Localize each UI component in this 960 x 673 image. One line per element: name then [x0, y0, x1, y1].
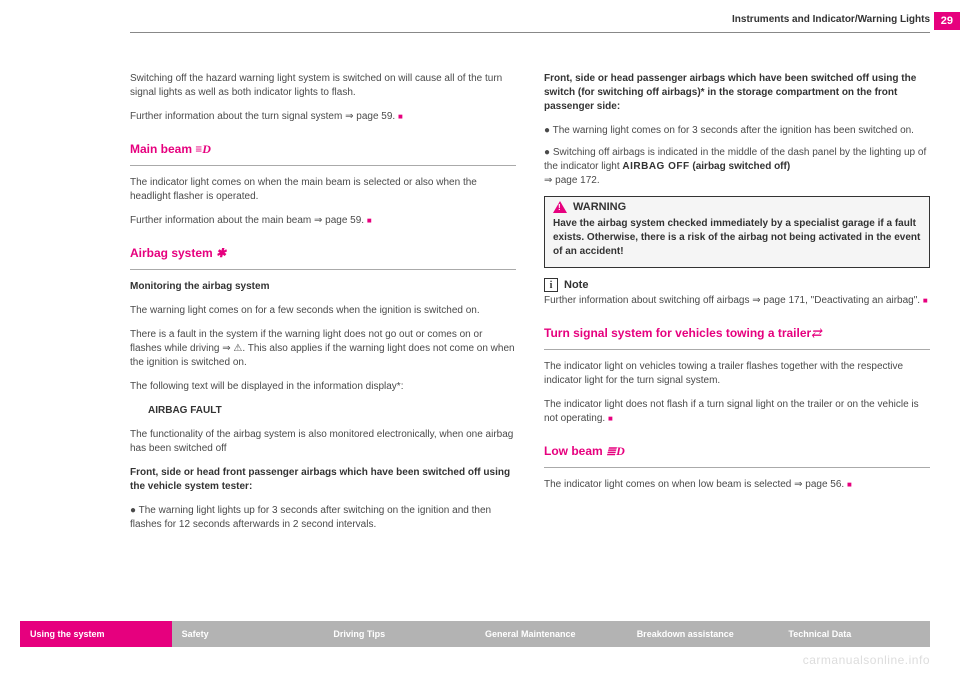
intro-para-2: Further information about the turn signa… — [130, 110, 516, 124]
airbag-p4: The functionality of the airbag system i… — [130, 428, 516, 456]
airbag-title: Airbag system ✱ — [130, 246, 516, 261]
nav-general-maintenance[interactable]: General Maintenance — [475, 621, 627, 647]
main-beam-icon: ≡D — [195, 142, 211, 156]
nav-breakdown-assistance[interactable]: Breakdown assistance — [627, 621, 779, 647]
main-beam-p1: The indicator light comes on when the ma… — [130, 176, 516, 204]
left-column: Switching off the hazard warning light s… — [130, 72, 516, 540]
section-rule — [544, 349, 930, 350]
right-bullet-1: The warning light comes on for 3 seconds… — [544, 124, 930, 138]
header-rule — [130, 32, 930, 33]
end-marker-icon: ■ — [847, 480, 852, 489]
trailer-title-text: Turn signal system for vehicles towing a… — [544, 326, 811, 340]
warning-header: WARNING — [545, 197, 929, 217]
section-rule — [130, 165, 516, 166]
right-bullet-2-c: ⇒ page 172. — [544, 175, 600, 186]
header-title: Instruments and Indicator/Warning Lights — [732, 14, 930, 25]
nav-technical-data[interactable]: Technical Data — [778, 621, 930, 647]
airbag-fault-text: AIRBAG FAULT — [130, 404, 516, 418]
airbag-p1: The warning light comes on for a few sec… — [130, 304, 516, 318]
lowbeam-title-text: Low beam — [544, 444, 606, 458]
content-columns: Switching off the hazard warning light s… — [130, 72, 930, 540]
end-marker-icon: ■ — [923, 296, 928, 305]
main-beam-p2-text: Further information about the main beam … — [130, 215, 367, 226]
info-icon: i — [544, 278, 558, 292]
warning-box: WARNING Have the airbag system checked i… — [544, 196, 930, 268]
nav-safety[interactable]: Safety — [172, 621, 324, 647]
end-marker-icon: ■ — [398, 112, 403, 121]
warning-triangle-icon — [553, 201, 567, 213]
note-body: Further information about switching off … — [544, 294, 930, 308]
airbag-sub1: Monitoring the airbag system — [130, 280, 516, 294]
trailer-icon: ⇄ — [811, 326, 821, 340]
page-number-tab: 29 — [934, 12, 960, 30]
warning-label: WARNING — [573, 201, 626, 213]
bottom-nav: Using the system Safety Driving Tips Gen… — [20, 621, 930, 647]
airbag-p3: The following text will be displayed in … — [130, 380, 516, 394]
lowbeam-p1-text: The indicator light comes on when low be… — [544, 479, 847, 490]
intro-para-1: Switching off the hazard warning light s… — [130, 72, 516, 100]
lowbeam-title: Low beam ≣D — [544, 444, 930, 459]
warning-body: Have the airbag system checked immediate… — [545, 217, 929, 267]
main-beam-title-text: Main beam — [130, 142, 195, 156]
nav-driving-tips[interactable]: Driving Tips — [323, 621, 475, 647]
section-rule — [544, 467, 930, 468]
note-header: i Note — [544, 278, 930, 292]
watermark-text: carmanualsonline.info — [803, 653, 930, 667]
airbag-off-label: AIRBAG OFF — [622, 161, 689, 172]
note-body-text: Further information about switching off … — [544, 295, 923, 306]
airbag-icon: ✱ — [216, 246, 226, 260]
airbag-title-text: Airbag system — [130, 246, 216, 260]
end-marker-icon: ■ — [608, 414, 613, 423]
trailer-p2: The indicator light does not flash if a … — [544, 398, 930, 426]
right-sub1: Front, side or head passenger airbags wh… — [544, 72, 930, 114]
airbag-sub2: Front, side or head front passenger airb… — [130, 466, 516, 494]
trailer-title: Turn signal system for vehicles towing a… — [544, 326, 930, 341]
lowbeam-icon: ≣D — [606, 444, 625, 458]
right-bullet-2: Switching off airbags is indicated in th… — [544, 146, 930, 188]
main-beam-title: Main beam ≡D — [130, 142, 516, 157]
trailer-p2-text: The indicator light does not flash if a … — [544, 399, 919, 424]
section-rule — [130, 269, 516, 270]
airbag-p2: There is a fault in the system if the wa… — [130, 328, 516, 370]
nav-using-system[interactable]: Using the system — [20, 621, 172, 647]
trailer-p1: The indicator light on vehicles towing a… — [544, 360, 930, 388]
right-column: Front, side or head passenger airbags wh… — [544, 72, 930, 540]
note-label: Note — [564, 279, 588, 291]
lowbeam-p1: The indicator light comes on when low be… — [544, 478, 930, 492]
intro-para-2-text: Further information about the turn signa… — [130, 111, 398, 122]
airbag-bullet-1: The warning light lights up for 3 second… — [130, 504, 516, 532]
main-beam-p2: Further information about the main beam … — [130, 214, 516, 228]
right-bullet-2-b: (airbag switched off) — [692, 161, 790, 172]
end-marker-icon: ■ — [367, 216, 372, 225]
